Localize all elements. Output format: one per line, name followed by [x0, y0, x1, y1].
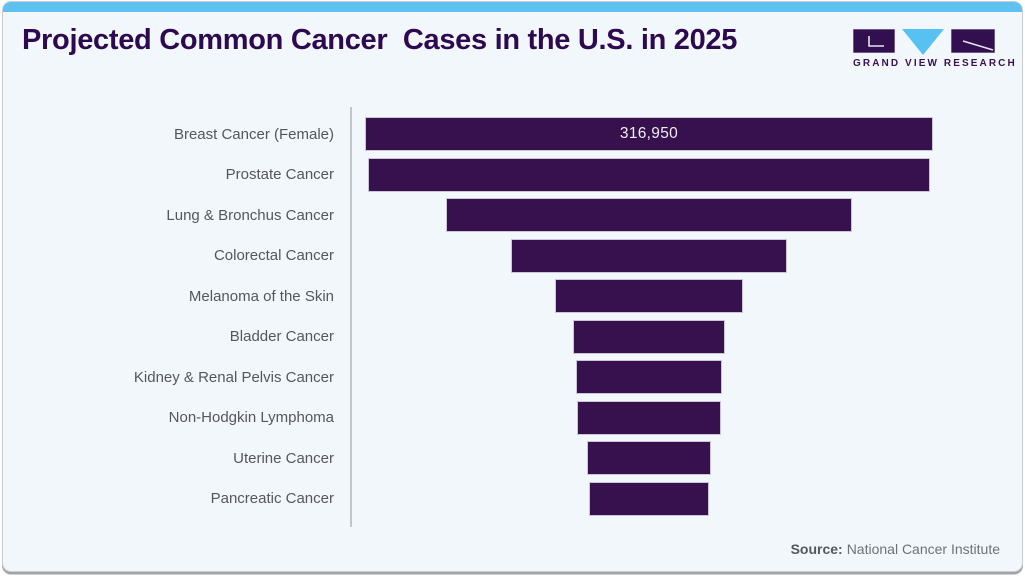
- category-label: Melanoma of the Skin: [188, 287, 334, 305]
- funnel-chart: Breast Cancer (Female) 316,950 Prostate Ca…: [3, 107, 1022, 527]
- chart-row: Uterine Cancer: [3, 438, 1022, 479]
- category-label: Bladder Cancer: [229, 328, 334, 346]
- chart-row: Lung & Bronchus Cancer: [3, 195, 1022, 236]
- bar-track: [365, 198, 933, 233]
- bar: 316,950: [365, 117, 933, 152]
- chart-row: Prostate Cancer: [3, 155, 1022, 196]
- bar: [587, 441, 711, 476]
- category-label: Kidney & Renal Pelvis Cancer: [133, 368, 334, 386]
- bar: [577, 400, 721, 435]
- bar: [576, 360, 722, 395]
- category-label: Breast Cancer (Female): [173, 125, 334, 143]
- category-label: Uterine Cancer: [233, 449, 334, 467]
- bar-track: [365, 238, 933, 273]
- bar: [445, 198, 853, 233]
- chart-row: Melanoma of the Skin: [3, 276, 1022, 317]
- page-title: Projected Common Cancer Cases in the U.S…: [22, 24, 738, 56]
- bar: [367, 157, 931, 192]
- category-label: Non-Hodgkin Lymphoma: [168, 409, 334, 427]
- bar-track: 316,950: [365, 117, 933, 152]
- category-label: Colorectal Cancer: [213, 247, 334, 265]
- bar-track: [365, 481, 933, 516]
- chart-row: Breast Cancer (Female) 316,950: [3, 114, 1022, 155]
- bar-track: [365, 157, 933, 192]
- source-text: National Cancer Institute: [846, 541, 1000, 557]
- category-label: Lung & Bronchus Cancer: [166, 206, 334, 224]
- bar-track: [365, 360, 933, 395]
- bar: [554, 279, 744, 314]
- chart-rows: Breast Cancer (Female) 316,950 Prostate Ca…: [3, 114, 1022, 519]
- chart-row: Kidney & Renal Pelvis Cancer: [3, 357, 1022, 398]
- bar-value-label: 316,950: [619, 125, 679, 143]
- bar: [588, 481, 710, 516]
- logo-brand-text: GRAND VIEW RESEARCH: [853, 58, 1017, 69]
- source-note: Source: National Cancer Institute: [791, 541, 1000, 557]
- chart-row: Colorectal Cancer: [3, 236, 1022, 277]
- bar-track: [365, 441, 933, 476]
- chart-row: Non-Hodgkin Lymphoma: [3, 398, 1022, 439]
- bar: [510, 238, 788, 273]
- brand-logo: GRAND VIEW RESEARCH: [852, 28, 1017, 69]
- bar-track: [365, 400, 933, 435]
- top-accent-bar: [3, 2, 1022, 12]
- gvr-g-icon: [852, 28, 896, 58]
- category-label: Pancreatic Cancer: [210, 490, 334, 508]
- chart-row: Pancreatic Cancer: [3, 479, 1022, 520]
- gvr-v-icon: [902, 29, 944, 60]
- chart-row: Bladder Cancer: [3, 317, 1022, 358]
- gvr-r-icon: [950, 28, 996, 58]
- axis-line: [350, 107, 352, 527]
- bar: [572, 319, 726, 354]
- category-label: Prostate Cancer: [225, 166, 334, 184]
- bar-track: [365, 319, 933, 354]
- source-label: Source:: [790, 541, 843, 557]
- logo-marks: [852, 28, 996, 55]
- bar-track: [365, 279, 933, 314]
